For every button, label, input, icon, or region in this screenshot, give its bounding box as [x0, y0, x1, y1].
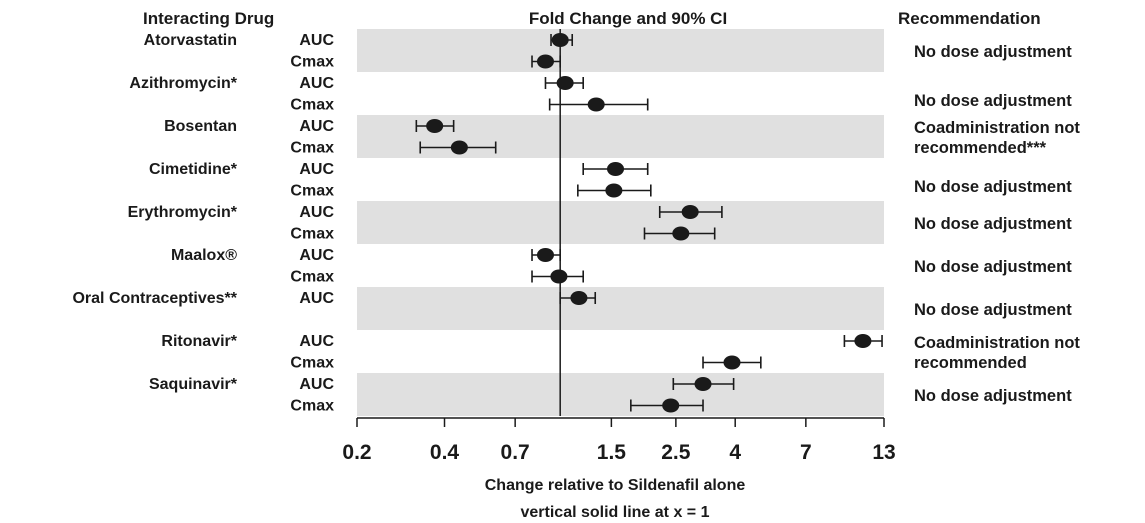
x-tick-label-4: 4 — [729, 441, 741, 464]
point-atorvastatin-cmax — [536, 54, 554, 69]
band-bosentan — [357, 115, 884, 158]
recommendation-saquinavir-line-1: No dose adjustment — [914, 387, 1072, 405]
metric-label-saquinavir-auc: AUC — [299, 376, 334, 393]
band-oral-contraceptives — [357, 287, 884, 330]
band-atorvastatin — [357, 29, 884, 72]
group-bands — [357, 29, 884, 416]
metric-label-atorvastatin-auc: AUC — [299, 32, 334, 49]
point-erythromycin-cmax — [672, 226, 690, 241]
recommendation-maalox-line-1: No dose adjustment — [914, 258, 1072, 276]
point-ritonavir-cmax — [723, 355, 741, 370]
header-recommendation: Recommendation — [898, 9, 1041, 28]
x-tick-label-0-2: 0.2 — [342, 441, 371, 464]
band-erythromycin — [357, 201, 884, 244]
metric-label-saquinavir-cmax: Cmax — [290, 398, 334, 415]
point-erythromycin-auc — [681, 205, 699, 219]
metric-label-maalox-auc: AUC — [299, 247, 334, 264]
metric-label-bosentan-auc: AUC — [299, 118, 334, 135]
metric-label-ritonavir-cmax: Cmax — [290, 355, 334, 372]
header-interacting-drug: Interacting Drug — [143, 9, 274, 28]
point-cimetidine-auc — [607, 162, 625, 176]
drug-label-erythromycin: Erythromycin* — [128, 204, 238, 221]
recommendation-bosentan-line-1: Coadministration not — [914, 119, 1080, 137]
point-bosentan-auc — [426, 119, 444, 133]
drug-label-saquinavir: Saquinavir* — [149, 376, 238, 393]
drug-label-azithromycin: Azithromycin* — [129, 75, 237, 92]
x-tick-label-2-5: 2.5 — [661, 441, 691, 464]
header-fold-change: Fold Change and 90% CI — [529, 9, 727, 28]
x-tick-label-1-5: 1.5 — [597, 441, 627, 464]
x-axis: 0.2 0.4 0.7 1.5 2.5 4 7 13 — [342, 417, 896, 464]
metric-label-bosentan-cmax: Cmax — [290, 140, 334, 157]
x-axis-label: Change relative to Sildenafil alone verti… — [485, 477, 746, 521]
metric-label-azithromycin-cmax: Cmax — [290, 97, 334, 114]
point-maalox-cmax — [550, 269, 568, 284]
recommendation-ritonavir-line-2: recommended — [914, 354, 1027, 372]
metric-label-erythromycin-auc: AUC — [299, 204, 334, 221]
recommendation-oral-contraceptives-line-1: No dose adjustment — [914, 301, 1072, 319]
metric-label-erythromycin-cmax: Cmax — [290, 226, 334, 243]
metric-label-maalox-cmax: Cmax — [290, 269, 334, 286]
point-bosentan-cmax — [450, 140, 468, 155]
metric-label-cimetidine-cmax: Cmax — [290, 183, 334, 200]
band-saquinavir — [357, 373, 884, 416]
recommendation-erythromycin-line-1: No dose adjustment — [914, 215, 1072, 233]
x-axis-label-line-1: Change relative to Sildenafil alone — [485, 477, 746, 494]
metric-label-ritonavir-auc: AUC — [299, 333, 334, 350]
drug-label-cimetidine: Cimetidine* — [149, 161, 238, 178]
x-tick-label-13: 13 — [872, 441, 895, 464]
recommendation-cimetidine-line-1: No dose adjustment — [914, 178, 1072, 196]
recommendation-ritonavir-line-1: Coadministration not — [914, 334, 1080, 352]
point-azithromycin-cmax — [587, 97, 605, 112]
x-tick-label-7: 7 — [800, 441, 812, 464]
metric-label-atorvastatin-cmax: Cmax — [290, 54, 334, 71]
point-maalox-auc — [536, 248, 554, 262]
x-tick-label-0-7: 0.7 — [501, 441, 530, 464]
point-saquinavir-cmax — [662, 398, 680, 413]
drug-label-bosentan: Bosentan — [164, 118, 237, 135]
effect-marks — [415, 33, 883, 413]
drug-label-ritonavir: Ritonavir* — [161, 333, 237, 350]
point-cimetidine-cmax — [605, 183, 623, 198]
drug-label-oral-contraceptives: Oral Contraceptives** — [72, 290, 237, 307]
row-labels: Atorvastatin No dose adjustment AUC Cmax Azi… — [72, 32, 1080, 415]
metric-label-cimetidine-auc: AUC — [299, 161, 334, 178]
point-atorvastatin-auc — [551, 33, 569, 47]
point-saquinavir-auc — [694, 377, 712, 391]
drug-label-maalox: Maalox® — [171, 247, 237, 264]
recommendation-atorvastatin-line-1: No dose adjustment — [914, 43, 1072, 61]
recommendation-azithromycin-line-1: No dose adjustment — [914, 92, 1072, 110]
point-azithromycin-auc — [556, 76, 574, 90]
point-ritonavir-auc — [854, 334, 872, 348]
drug-label-atorvastatin: Atorvastatin — [144, 32, 237, 49]
x-axis-label-line-2: vertical solid line at x = 1 — [521, 504, 710, 521]
recommendation-bosentan-line-2: recommended*** — [914, 139, 1047, 157]
point-oral-contraceptives-auc — [570, 291, 588, 305]
x-tick-label-0-4: 0.4 — [430, 441, 460, 464]
metric-label-azithromycin-auc: AUC — [299, 75, 334, 92]
metric-label-oral-contraceptives-auc: AUC — [299, 290, 334, 307]
